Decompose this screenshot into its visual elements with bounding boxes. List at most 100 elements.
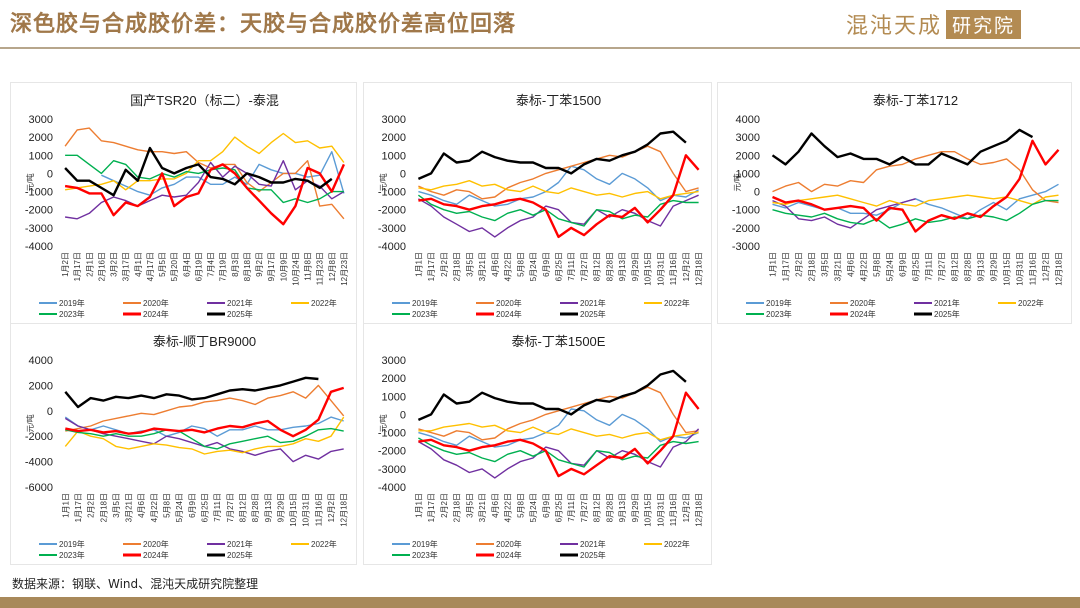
x-tick-label: 10月9日 <box>279 252 288 281</box>
x-tick-label: 10月24日 <box>291 252 300 286</box>
x-tick-label: 3月21日 <box>478 252 487 281</box>
chart-sbr1712: 泰标-丁苯1712 元/吨 -3000 -2000 -1000 0 1000 2000 3000… <box>732 93 1064 319</box>
x-tick-label: 3月5日 <box>821 252 830 277</box>
x-tick-label: 2月2日 <box>87 493 96 518</box>
y-tick-label: -1000 <box>25 187 53 199</box>
y-tick-label: -3000 <box>378 464 406 476</box>
x-tick-label: 2月18日 <box>453 252 462 281</box>
x-tick-label: 5月8日 <box>516 493 525 518</box>
chart-title: 泰标-顺丁BR9000 <box>153 334 256 349</box>
y-tick-label: 3000 <box>736 132 760 144</box>
x-tick-label: 5月24日 <box>886 252 895 281</box>
legend-label: 2022年 <box>311 298 337 308</box>
y-tick-label: -2000 <box>378 205 406 217</box>
x-tick-label: 1月17日 <box>782 252 791 281</box>
x-tick-label: 8月12日 <box>593 493 602 522</box>
x-tick-label: 9月29日 <box>631 252 640 281</box>
x-tick-label: 7月11日 <box>213 493 222 522</box>
x-tick-label: 7月27日 <box>580 493 589 522</box>
x-tick-label: 7月19日 <box>219 252 228 281</box>
series-line-2023 <box>65 427 344 450</box>
x-tick-label: 1月17日 <box>74 493 83 522</box>
x-tick-label: 11月16日 <box>669 252 678 285</box>
x-tick-label: 10月31日 <box>1016 252 1025 286</box>
series-line-2019 <box>418 408 699 448</box>
x-tick-label: 11月16日 <box>1029 252 1038 285</box>
series-line-2020 <box>418 145 699 200</box>
x-tick-label: 9月29日 <box>990 252 999 281</box>
legend-label: 2022年 <box>311 539 337 549</box>
logo-text: 混沌天成 <box>846 14 943 39</box>
series-line-2022 <box>418 422 699 441</box>
y-tick-label: -4000 <box>378 482 406 494</box>
x-tick-label: 12月18日 <box>1055 252 1064 286</box>
legend-label: 2020年 <box>850 298 876 308</box>
legend-label: 2024年 <box>143 309 169 319</box>
x-tick-label: 7月27日 <box>580 252 589 281</box>
x-tick-label: 10月15日 <box>1003 252 1012 286</box>
x-tick-label: 6月25日 <box>555 252 564 281</box>
x-tick-label: 2月18日 <box>453 493 462 522</box>
x-tick-label: 6月25日 <box>912 252 921 281</box>
legend-label: 2023年 <box>59 309 85 319</box>
footer-bar <box>0 597 1080 608</box>
x-tick-label: 4月6日 <box>491 252 500 277</box>
x-tick-label: 3月21日 <box>834 252 843 281</box>
chart-title: 泰标-丁苯1500E <box>512 334 606 349</box>
chart-panel-sbr1712: 泰标-丁苯1712 元/吨 -3000 -2000 -1000 0 1000 2000 3000… <box>717 82 1072 324</box>
x-tick-label: 2月2日 <box>440 252 449 277</box>
series-line-2024 <box>65 386 345 438</box>
y-tick-label: 2000 <box>29 380 53 392</box>
x-tick-label: 8月28日 <box>605 493 614 522</box>
x-tick-label: 12月2日 <box>327 493 336 522</box>
series-line-2024 <box>418 154 700 239</box>
x-tick-label: 11月16日 <box>314 493 323 526</box>
y-tick-label: -2000 <box>732 223 760 235</box>
series-line-2022 <box>64 132 345 191</box>
x-tick-label: 12月18日 <box>695 493 704 527</box>
chart-tsr20: 国产TSR20（标二）-泰混元/吨 -4000 -3000 -2000 -1000 0 10… <box>25 93 349 319</box>
legend-label: 2025年 <box>227 309 253 319</box>
series-line-2022 <box>64 416 345 455</box>
legend-label: 2025年 <box>580 309 606 319</box>
x-tick-label: 4月17日 <box>146 252 155 281</box>
x-tick-label: 4月6日 <box>847 252 856 277</box>
logo-badge: 研究院 <box>946 9 1022 39</box>
x-tick-label: 5月8日 <box>873 252 882 277</box>
x-tick-label: 9月13日 <box>264 493 273 522</box>
series-line-2025 <box>771 128 1034 166</box>
y-tick-label: 2000 <box>736 150 760 162</box>
legend-label: 2019年 <box>59 539 85 549</box>
y-axis-label: 元/吨 <box>25 414 35 432</box>
x-tick-label: 9月13日 <box>618 252 627 281</box>
x-tick-label: 1月1日 <box>769 252 778 277</box>
x-tick-label: 11月23日 <box>316 252 325 285</box>
chart-sbr1500: 泰标-丁苯1500 元/吨 -4000 -3000 -2000 -1000 0 1000 200… <box>378 93 704 319</box>
y-tick-label: -2000 <box>25 205 53 217</box>
legend-label: 2021年 <box>934 298 960 308</box>
chart-panel-tsr20: 国产TSR20（标二）-泰混 元/吨 -4000 -3000 -2000 -1000 0 10… <box>10 82 357 324</box>
legend-label: 2020年 <box>496 298 522 308</box>
x-tick-label: 7月11日 <box>567 493 576 522</box>
x-tick-label: 12月2日 <box>682 493 691 522</box>
x-tick-label: 9月17日 <box>267 252 276 281</box>
x-tick-label: 12月8日 <box>328 252 337 281</box>
x-tick-label: 9月29日 <box>631 493 640 522</box>
series-line-2025 <box>64 376 319 409</box>
y-tick-label: 4000 <box>29 355 53 367</box>
data-source-note: 数据来源：钢联、Wind、混沌天成研究院整理 <box>12 577 259 591</box>
x-tick-label: 3月21日 <box>125 493 134 522</box>
x-tick-label: 4月22日 <box>504 252 513 281</box>
y-tick-label: -4000 <box>25 457 53 469</box>
legend-label: 2019年 <box>412 298 438 308</box>
x-tick-label: 2月18日 <box>99 493 108 522</box>
legend-label: 2019年 <box>412 539 438 549</box>
legend-label: 2019年 <box>766 298 792 308</box>
legend-label: 2021年 <box>227 539 253 549</box>
x-tick-label: 6月4日 <box>182 252 191 277</box>
x-tick-label: 3月21日 <box>478 493 487 522</box>
y-tick-label: -1000 <box>378 428 406 440</box>
chart-title: 泰标-丁苯1500 <box>516 93 601 108</box>
legend-label: 2025年 <box>934 309 960 319</box>
x-tick-label: 12月18日 <box>695 252 704 286</box>
